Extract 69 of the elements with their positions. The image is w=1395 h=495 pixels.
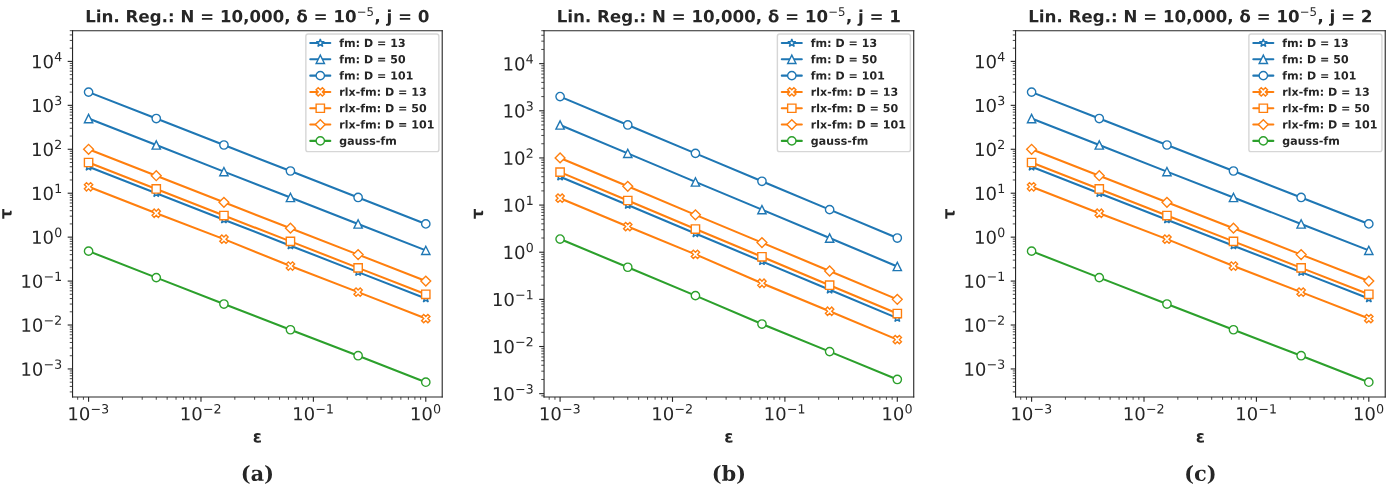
y-tick-label: 10$^{2}$ <box>976 139 1004 157</box>
y-tick-label: 10$^{−1}$ <box>493 289 533 307</box>
legend-label: rlx-fm: D = 13 <box>340 87 426 96</box>
y-tick-label: 10$^{4}$ <box>976 52 1005 69</box>
y-tick-label: 10$^{1}$ <box>976 183 1005 201</box>
x-tick-label: 10$^{0}$ <box>883 404 912 421</box>
text: (c) <box>1186 464 1215 485</box>
y-tick-label: 10$^{−1}$ <box>22 271 61 289</box>
x-tick-label: 10$^{−1}$ <box>765 404 805 421</box>
legend-label: fm: D = 13 <box>810 38 877 48</box>
y-tick-label: 10$^{3}$ <box>504 101 533 118</box>
y-tick-label: 10$^{3}$ <box>33 95 62 113</box>
legend-label: gauss-fm <box>1282 136 1339 148</box>
x-tick-label: 10$^{−3}$ <box>540 404 580 421</box>
y-tick-label: 10$^{2}$ <box>504 148 533 165</box>
legend-label: rlx-fm: D = 50 <box>1283 103 1370 113</box>
legend-label: fm: D = 101 <box>810 71 885 80</box>
y-tick-label: 10$^{−3}$ <box>22 359 62 376</box>
x-tick-label: 10$^{−3}$ <box>69 404 109 421</box>
y-tick-label: 10$^{−2}$ <box>965 315 1004 332</box>
y-tick-label: 10$^{0}$ <box>33 227 62 245</box>
y-tick-label: 10$^{3}$ <box>976 95 1005 113</box>
y-tick-label: 10$^{4}$ <box>33 52 62 69</box>
y-axis-title: τ <box>945 208 955 219</box>
y-tick-label: 10$^{−2}$ <box>22 315 61 332</box>
legend-label: fm: D = 101 <box>339 71 413 80</box>
y-tick-label: 10$^{1}$ <box>504 195 533 213</box>
legend-label: rlx-fm: D = 101 <box>340 120 434 129</box>
legend-label: gauss-fm <box>811 136 868 148</box>
chart-title: Lin. Reg.: N = 10,000, δ = 10$^{−5}$, j = 0 <box>86 7 429 26</box>
y-tick-label: 10$^{−1}$ <box>965 271 1005 289</box>
y-tick-label: 10$^{4}$ <box>504 54 534 71</box>
y-tick-label: 10$^{0}$ <box>976 227 1005 245</box>
y-tick-label: 10$^{−3}$ <box>493 384 533 401</box>
legend-label: rlx-fm: D = 13 <box>1283 87 1369 96</box>
x-axis-title: ε <box>1196 433 1204 443</box>
x-tick-label: 10$^{0}$ <box>411 404 441 421</box>
y-tick-label: 10$^{0}$ <box>504 242 533 260</box>
text: (a) <box>242 464 272 485</box>
legend-label: gauss-fm <box>339 136 396 148</box>
legend-label: rlx-fm: D = 50 <box>811 103 898 113</box>
legend-label: fm: D = 101 <box>1282 71 1356 80</box>
x-tick-label: 10$^{−2}$ <box>653 404 692 421</box>
legend-label: rlx-fm: D = 50 <box>340 103 427 113</box>
x-tick-label: 10$^{−2}$ <box>1124 404 1164 421</box>
y-tick-label: 10$^{2}$ <box>33 139 61 157</box>
legend-label: fm: D = 13 <box>1282 38 1348 48</box>
x-axis-title: ε <box>253 433 261 443</box>
legend-label: rlx-fm: D = 13 <box>811 87 898 96</box>
text: (b) <box>713 464 745 485</box>
legend-label: rlx-fm: D = 101 <box>1283 120 1377 129</box>
y-tick-label: 10$^{−2}$ <box>493 336 533 354</box>
x-tick-label: 10$^{−3}$ <box>1012 404 1052 421</box>
chart-title: Lin. Reg.: N = 10,000, δ = 10$^{−5}$, j = 1 <box>558 7 900 26</box>
y-axis-title: τ <box>2 208 12 219</box>
x-tick-label: 10$^{−1}$ <box>1237 404 1276 421</box>
x-tick-label: 10$^{0}$ <box>1354 404 1384 421</box>
legend-label: fm: D = 50 <box>1282 54 1349 64</box>
legend-label: fm: D = 50 <box>810 54 877 64</box>
x-tick-label: 10$^{−2}$ <box>181 404 221 421</box>
x-axis-title: ε <box>725 433 733 443</box>
legend-label: fm: D = 50 <box>339 54 406 64</box>
y-axis-title: τ <box>473 208 484 219</box>
y-tick-label: 10$^{1}$ <box>33 183 62 201</box>
legend-label: rlx-fm: D = 101 <box>811 120 906 129</box>
chart-title: Lin. Reg.: N = 10,000, δ = 10$^{−5}$, j = 2 <box>1029 7 1371 26</box>
x-tick-label: 10$^{−1}$ <box>294 404 333 421</box>
legend-label: fm: D = 13 <box>339 38 405 48</box>
y-tick-label: 10$^{−3}$ <box>965 359 1005 376</box>
